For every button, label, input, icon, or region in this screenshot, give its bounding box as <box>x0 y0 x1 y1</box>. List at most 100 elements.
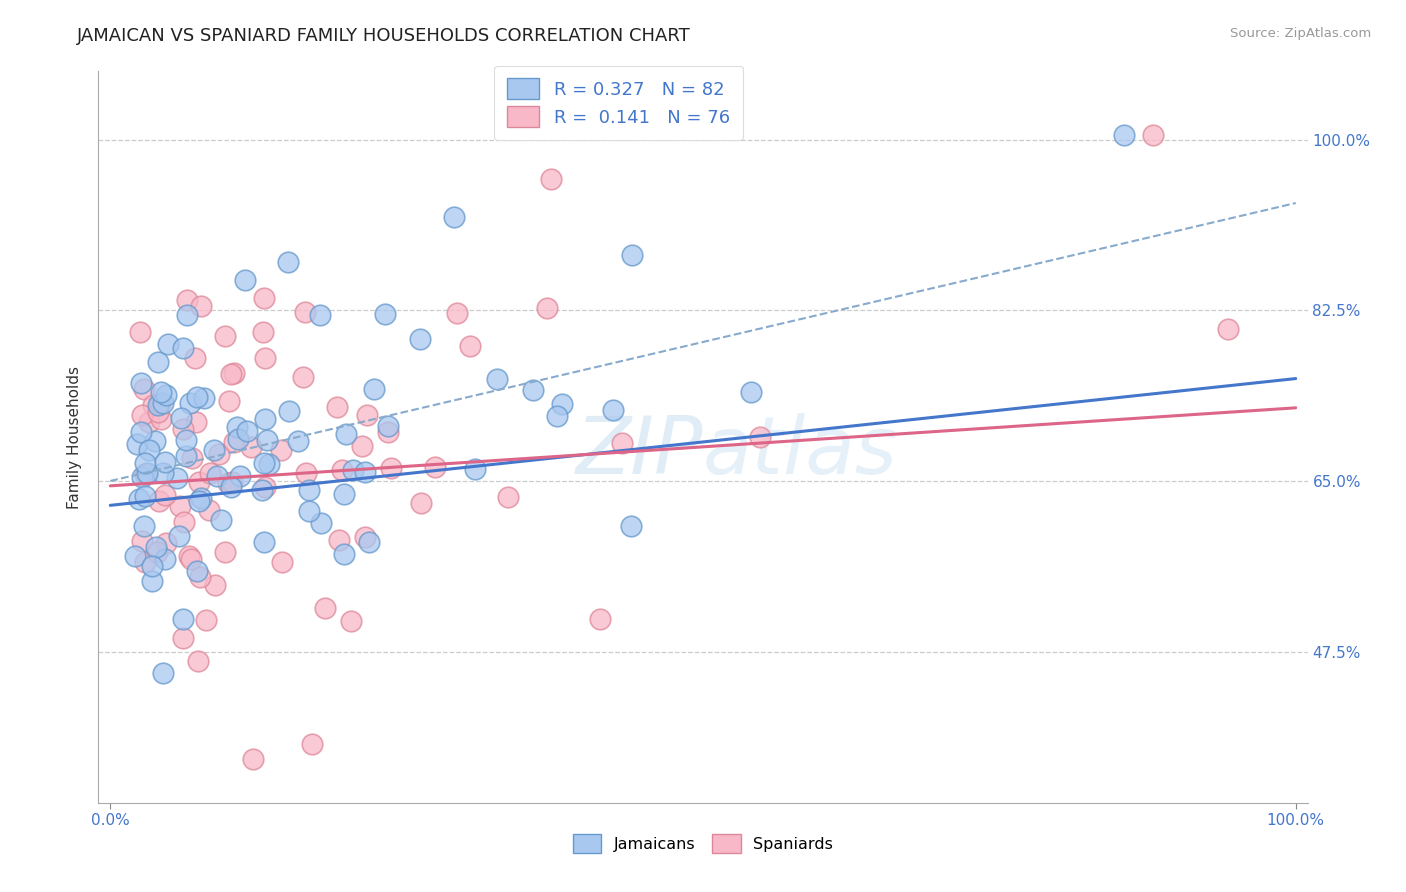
Point <box>270 555 292 569</box>
Point <box>150 411 173 425</box>
Text: JAMAICAN VS SPANIARD FAMILY HOUSEHOLDS CORRELATION CHART: JAMAICAN VS SPANIARD FAMILY HOUSEHOLDS C… <box>77 27 692 45</box>
Point <box>1218 321 1240 335</box>
Point <box>149 396 172 410</box>
Point <box>332 463 354 477</box>
Point <box>464 462 486 476</box>
Point <box>224 434 246 449</box>
Point <box>134 467 156 482</box>
Point <box>409 332 432 346</box>
Point <box>333 547 356 561</box>
Point <box>195 613 218 627</box>
Point <box>176 293 198 308</box>
Point <box>190 491 212 505</box>
Point <box>145 540 167 554</box>
Point <box>252 325 274 339</box>
Point <box>221 475 243 490</box>
Point <box>186 564 208 578</box>
Point <box>143 434 166 449</box>
Point <box>132 383 155 397</box>
Point <box>353 530 375 544</box>
Point <box>314 600 336 615</box>
Point <box>363 382 385 396</box>
Point <box>146 405 169 419</box>
Point <box>277 254 299 268</box>
Point <box>198 467 221 481</box>
Point <box>208 447 231 461</box>
Point <box>252 456 274 470</box>
Point <box>250 483 273 497</box>
Point <box>219 480 242 494</box>
Point <box>536 301 558 315</box>
Point <box>142 398 165 412</box>
Point <box>602 403 624 417</box>
Point <box>204 578 226 592</box>
Point <box>138 415 160 429</box>
Point <box>156 337 179 351</box>
Point <box>377 419 399 434</box>
Point <box>326 400 349 414</box>
Point <box>170 411 193 425</box>
Point <box>333 486 356 500</box>
Text: atlas: atlas <box>703 413 898 491</box>
Point <box>188 569 211 583</box>
Point <box>141 574 163 588</box>
Point <box>277 404 299 418</box>
Point <box>125 437 148 451</box>
Point <box>136 467 159 481</box>
Point <box>134 456 156 470</box>
Point <box>411 496 433 510</box>
Point <box>377 425 399 439</box>
Point <box>242 752 264 766</box>
Point <box>253 534 276 549</box>
Point <box>129 376 152 390</box>
Point <box>132 519 155 533</box>
Point <box>177 549 200 563</box>
Point <box>256 433 278 447</box>
Point <box>235 424 257 438</box>
Point <box>172 631 194 645</box>
Point <box>546 409 568 423</box>
Point <box>184 415 207 429</box>
Point <box>138 443 160 458</box>
Point <box>225 420 247 434</box>
Point <box>188 475 211 489</box>
Legend: Jamaicans, Spaniards: Jamaicans, Spaniards <box>565 826 841 861</box>
Point <box>253 412 276 426</box>
Point <box>589 612 612 626</box>
Point <box>172 612 194 626</box>
Point <box>169 500 191 514</box>
Point <box>240 440 263 454</box>
Point <box>190 299 212 313</box>
Point <box>141 559 163 574</box>
Point <box>152 467 174 481</box>
Point <box>152 665 174 680</box>
Point <box>551 397 574 411</box>
Point <box>233 273 256 287</box>
Point <box>186 390 208 404</box>
Point <box>205 468 228 483</box>
Point <box>446 306 468 320</box>
Point <box>148 494 170 508</box>
Point <box>374 307 396 321</box>
Point <box>198 503 221 517</box>
Point <box>172 422 194 436</box>
Point <box>228 432 250 446</box>
Point <box>380 460 402 475</box>
Point <box>257 457 280 471</box>
Point <box>356 408 378 422</box>
Point <box>291 370 314 384</box>
Point <box>167 529 190 543</box>
Point <box>612 435 634 450</box>
Point <box>146 398 169 412</box>
Point <box>204 443 226 458</box>
Point <box>209 513 232 527</box>
Point <box>172 341 194 355</box>
Point <box>214 328 236 343</box>
Point <box>298 483 321 497</box>
Point <box>124 549 146 564</box>
Point <box>174 450 197 464</box>
Point <box>301 737 323 751</box>
Point <box>217 475 239 490</box>
Point <box>458 339 481 353</box>
Point <box>357 534 380 549</box>
